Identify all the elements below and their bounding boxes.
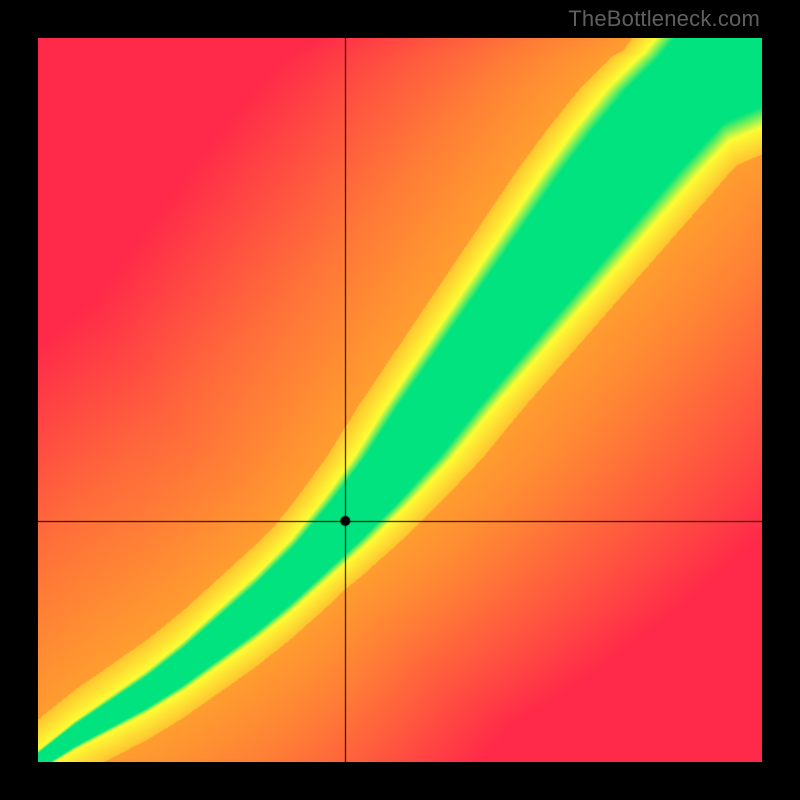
heatmap-canvas: [38, 38, 762, 762]
chart-container: TheBottleneck.com: [0, 0, 800, 800]
heatmap-plot: [38, 38, 762, 762]
watermark-text: TheBottleneck.com: [568, 6, 760, 32]
